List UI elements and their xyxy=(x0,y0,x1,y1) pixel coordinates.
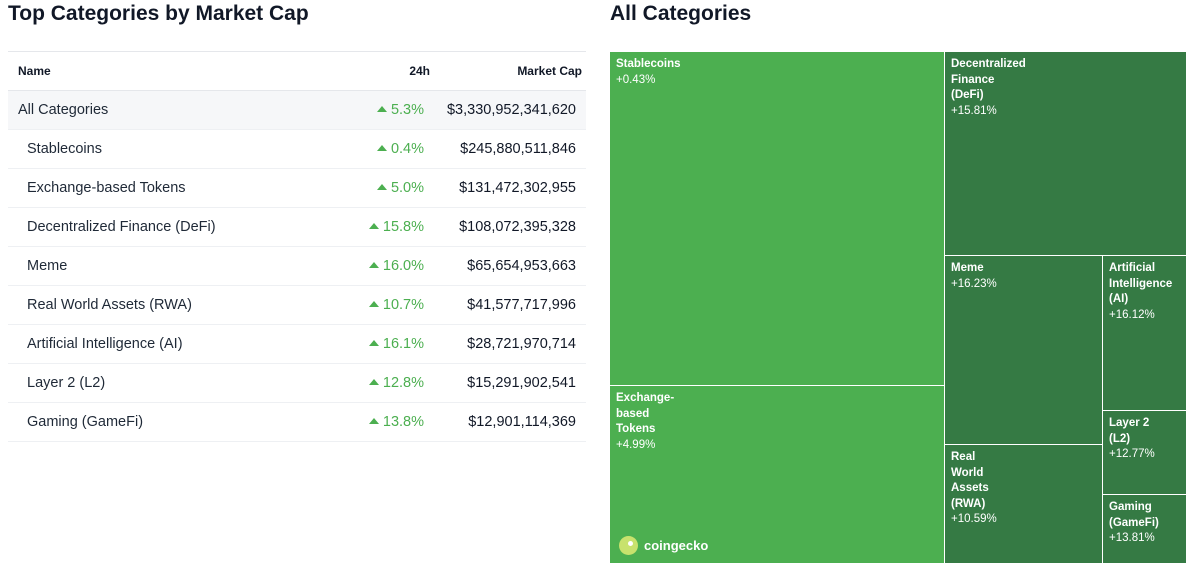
market-cap-value: $65,654,953,663 xyxy=(467,258,576,274)
tile-change: +13.81% xyxy=(1109,532,1155,544)
treemap-tile-ai[interactable]: Artificial Intelligence (AI) +16.12% xyxy=(1102,255,1187,411)
change-24h: 10.7% xyxy=(316,297,436,313)
treemap-tile-rwa[interactable]: Real World Assets (RWA) +10.59% xyxy=(944,444,1103,564)
market-cap-value: $131,472,302,955 xyxy=(459,180,576,196)
column-header-24h[interactable]: 24h xyxy=(409,64,430,78)
table-row[interactable]: Layer 2 (L2) 12.8% $15,291,902,541 xyxy=(8,364,586,403)
triangle-up-icon xyxy=(368,300,379,307)
treemap-title: All Categories xyxy=(610,2,752,25)
triangle-up-icon xyxy=(376,183,387,190)
column-header-name[interactable]: Name xyxy=(18,64,51,78)
categories-table: Name 24h Market Cap All Categories 5.3% … xyxy=(8,51,586,442)
table-row[interactable]: Stablecoins 0.4% $245,880,511,846 xyxy=(8,130,586,169)
table-row[interactable]: Meme 16.0% $65,654,953,663 xyxy=(8,247,586,286)
treemap-tile-stablecoins[interactable]: Stablecoins +0.43% xyxy=(609,51,945,386)
market-cap-value: $41,577,717,996 xyxy=(467,297,576,313)
tile-change: +16.23% xyxy=(951,277,997,290)
tile-name: Gaming (GameFi) xyxy=(1109,501,1159,529)
tile-name: Meme xyxy=(951,262,984,274)
change-24h: 5.0% xyxy=(316,180,436,196)
category-name[interactable]: Exchange-based Tokens xyxy=(27,180,186,196)
tile-change: +12.77% xyxy=(1109,448,1155,460)
tile-change: +15.81% xyxy=(951,104,997,117)
treemap-tile-gaming[interactable]: Gaming (GameFi) +13.81% xyxy=(1102,494,1187,564)
change-24h: 15.8% xyxy=(316,219,436,235)
market-cap-value: $108,072,395,328 xyxy=(459,219,576,235)
tile-name: Decentralized Finance (DeFi) xyxy=(951,58,1026,101)
treemap-tile-layer-2[interactable]: Layer 2 (L2) +12.77% xyxy=(1102,410,1187,495)
table-row[interactable]: Decentralized Finance (DeFi) 15.8% $108,… xyxy=(8,208,586,247)
tile-change: +4.99% xyxy=(616,438,656,451)
market-cap-value: $28,721,970,714 xyxy=(467,336,576,352)
tile-name: Stablecoins xyxy=(616,58,681,70)
category-name[interactable]: Layer 2 (L2) xyxy=(27,375,106,391)
table-header: Name 24h Market Cap xyxy=(8,52,586,91)
tile-change: +10.59% xyxy=(951,513,997,525)
triangle-up-icon xyxy=(368,339,379,346)
tile-change: +0.43% xyxy=(616,73,656,86)
tile-name: Exchange- based Tokens xyxy=(616,392,675,435)
triangle-up-icon xyxy=(376,105,387,112)
category-name[interactable]: Decentralized Finance (DeFi) xyxy=(27,219,216,235)
treemap-tile-defi[interactable]: Decentralized Finance (DeFi) +15.81% xyxy=(944,51,1187,256)
category-name[interactable]: Artificial Intelligence (AI) xyxy=(27,336,183,352)
column-header-market-cap[interactable]: Market Cap xyxy=(517,64,582,78)
coingecko-logo-icon xyxy=(619,536,638,555)
category-name[interactable]: All Categories xyxy=(18,102,109,118)
category-name[interactable]: Stablecoins xyxy=(27,141,102,157)
market-cap-value: $12,901,114,369 xyxy=(468,414,576,430)
treemap-tile-exchange-based-tokens[interactable]: Exchange- based Tokens +4.99% xyxy=(609,385,945,564)
category-treemap: Stablecoins +0.43% Decentralized Finance… xyxy=(609,51,1187,564)
change-24h: 5.3% xyxy=(316,102,436,118)
tile-name: Artificial Intelligence (AI) xyxy=(1109,262,1173,305)
category-name[interactable]: Real World Assets (RWA) xyxy=(27,297,192,313)
table-row[interactable]: Real World Assets (RWA) 10.7% $41,577,71… xyxy=(8,286,586,325)
market-cap-value: $15,291,902,541 xyxy=(467,375,576,391)
market-cap-value: $245,880,511,846 xyxy=(460,141,576,157)
triangle-up-icon xyxy=(368,261,379,268)
category-name[interactable]: Meme xyxy=(27,258,68,274)
table-row[interactable]: All Categories 5.3% $3,330,952,341,620 xyxy=(8,91,586,130)
change-24h: 12.8% xyxy=(316,375,436,391)
page-title: Top Categories by Market Cap xyxy=(8,2,309,25)
table-row[interactable]: Artificial Intelligence (AI) 16.1% $28,7… xyxy=(8,325,586,364)
category-name[interactable]: Gaming (GameFi) xyxy=(27,414,144,430)
tile-change: +16.12% xyxy=(1109,308,1155,321)
market-cap-value: $3,330,952,341,620 xyxy=(446,102,576,118)
triangle-up-icon xyxy=(368,378,379,385)
tile-name: Real World Assets (RWA) xyxy=(951,451,989,510)
triangle-up-icon xyxy=(368,417,379,424)
triangle-up-icon xyxy=(376,144,387,151)
treemap-tile-meme[interactable]: Meme +16.23% xyxy=(944,255,1103,445)
triangle-up-icon xyxy=(368,222,379,229)
watermark-text: coingecko xyxy=(644,538,709,553)
tile-name: Layer 2 (L2) xyxy=(1109,417,1150,445)
change-24h: 16.0% xyxy=(316,258,436,274)
table-row[interactable]: Gaming (GameFi) 13.8% $12,901,114,369 xyxy=(8,403,586,442)
change-24h: 0.4% xyxy=(316,141,436,157)
table-row[interactable]: Exchange-based Tokens 5.0% $131,472,302,… xyxy=(8,169,586,208)
coingecko-watermark: coingecko xyxy=(619,536,708,555)
change-24h: 16.1% xyxy=(316,336,436,352)
change-24h: 13.8% xyxy=(316,414,436,430)
